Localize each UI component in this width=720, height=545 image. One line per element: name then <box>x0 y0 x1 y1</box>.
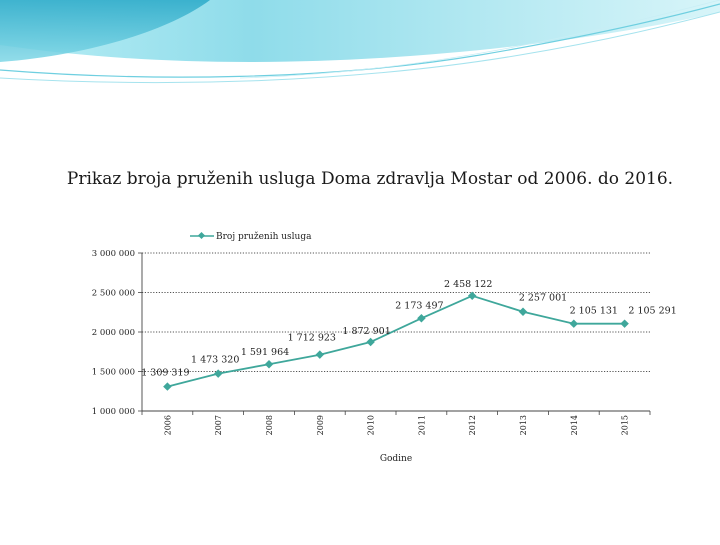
data-point <box>315 350 325 359</box>
data-point <box>163 382 172 391</box>
data-label: 2 105 291 <box>628 306 676 317</box>
data-point <box>467 291 477 301</box>
data-label: 1 309 319 <box>141 368 189 379</box>
x-tick-label: 2013 <box>519 415 528 435</box>
data-point <box>366 337 375 347</box>
data-label: 1 872 901 <box>342 326 390 337</box>
data-point <box>620 319 629 328</box>
y-axis: 1 000 000 1 500 000 2 000 000 2 500 000 3 00… <box>92 249 143 417</box>
chart-title: Prikaz broja pruženih usluga Doma zdravl… <box>66 169 674 189</box>
data-point <box>264 359 274 369</box>
y-tick-label: 1 500 000 <box>92 368 135 378</box>
x-tick-label: 2012 <box>468 415 477 435</box>
data-point <box>417 314 426 323</box>
series-line <box>167 294 625 388</box>
data-label: 2 105 131 <box>570 306 618 317</box>
data-label: 1 712 923 <box>288 333 336 344</box>
x-axis-title: Godine <box>380 454 412 464</box>
banner-line-2 <box>0 11 720 84</box>
x-axis: 2006 2007 2008 2009 2010 2011 2012 2013 2014 2015 <box>141 410 651 435</box>
data-label: 1 473 320 <box>191 355 239 366</box>
data-point <box>569 319 579 328</box>
banner-line-3 <box>239 0 720 79</box>
y-tick-label: 1 000 000 <box>92 407 135 417</box>
x-tick-label: 2006 <box>163 415 172 435</box>
legend-label: Broj pruženih usluga <box>216 231 312 242</box>
x-tick-label: 2009 <box>316 415 325 435</box>
data-point <box>213 369 223 378</box>
data-point <box>518 307 528 316</box>
data-label: 1 591 964 <box>241 347 289 358</box>
y-tick-label: 2 500 000 <box>92 289 135 299</box>
x-tick-label: 2014 <box>570 415 579 435</box>
banner-line-1 <box>0 3 720 78</box>
x-tick-label: 2011 <box>417 415 426 435</box>
data-label: 2 458 122 <box>444 279 492 290</box>
x-tick-label: 2010 <box>367 415 376 435</box>
chart-legend: Broj pruženih usluga <box>190 231 312 242</box>
data-label: 2 257 001 <box>519 293 567 304</box>
y-tick-label: 2 000 000 <box>92 328 135 338</box>
x-tick-label: 2015 <box>621 415 630 435</box>
legend-marker <box>197 231 206 240</box>
x-tick-label: 2008 <box>265 415 274 435</box>
header-banner <box>0 0 720 84</box>
banner-wave-dark <box>0 0 210 62</box>
y-tick-label: 3 000 000 <box>92 249 135 259</box>
data-label: 2 173 497 <box>395 300 443 311</box>
x-tick-label: 2007 <box>214 415 223 435</box>
